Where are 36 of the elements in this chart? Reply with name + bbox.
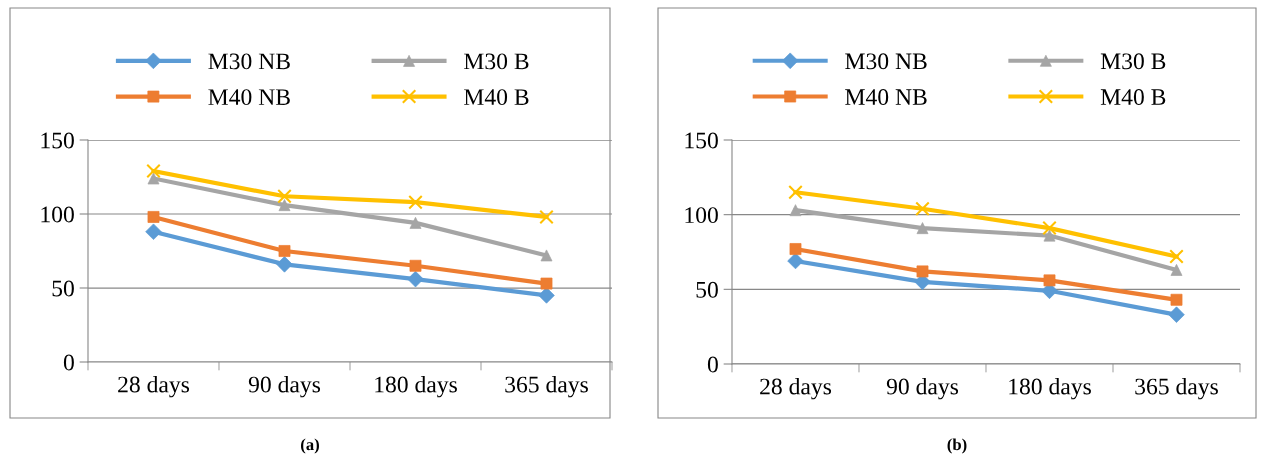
x-tick-label: 28 days [760,377,832,400]
x-tick-label: 180 days [375,375,457,398]
x-tick-label: 365 days [505,375,588,398]
y-tick-label: 0 [707,356,718,373]
text: (a) [301,438,319,454]
legend-label: M40 B [464,89,529,106]
point [915,201,930,216]
legend-label: M40 NB [208,89,290,106]
point [1169,249,1184,264]
y-tick-label: 150 [41,132,74,149]
point [277,188,292,204]
y-tick-label: 100 [685,207,718,224]
point [146,163,161,179]
x-tick-label: 365 days [1135,377,1218,400]
y-tick-label: 50 [696,281,718,298]
y-tick-label: 0 [63,354,74,371]
x-tick-label: 28 days [118,375,190,398]
legend-label: M30 NB [208,53,290,70]
legend-label: M40 NB [845,89,927,105]
legend-label: M30 NB [845,53,927,70]
y-tick-label: 100 [41,206,74,223]
x-tick-label: 90 days [886,377,959,400]
y-tick-label: 150 [685,132,718,149]
legend-label: M40 B [1100,89,1166,105]
point [408,194,423,210]
y-tick-label: 50 [52,280,74,297]
x-tick-label: 90 days [248,375,321,398]
point [539,209,554,225]
point [278,245,291,257]
legend-label: M30 B [1100,53,1166,70]
text: (b) [947,438,967,454]
point [788,184,803,200]
legend-label: M30 B [464,53,529,70]
point [1042,220,1057,236]
point [276,256,293,273]
x-tick-label: 180 days [1009,377,1091,400]
